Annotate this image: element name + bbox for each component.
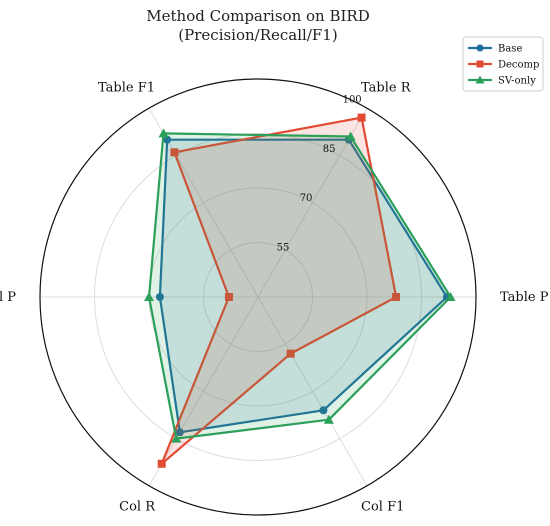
data-point [144,292,154,301]
legend-marker [476,60,484,68]
data-point [357,113,366,122]
legend-marker [476,44,484,52]
data-point [319,406,328,415]
series-decomp [157,113,401,468]
data-point [155,293,164,301]
legend-box [462,36,544,92]
axis-label: Col R [119,500,156,515]
data-point [445,292,456,301]
chart-title: Method Comparison on BIRD [146,7,369,25]
legend-item: SV-only [468,75,536,87]
outer-frame [39,78,477,516]
series-area [147,132,452,440]
tick-label: 100 [343,94,362,105]
legend-marker [475,75,485,84]
radar-series [144,113,456,468]
radar-labels: Table P Table R Table F1 Col P Col R Col F1 55… [0,80,549,514]
data-point [392,293,401,301]
data-point [163,135,172,144]
tick-label: 55 [277,243,290,254]
data-point [345,131,356,141]
legend: Base Decomp SV-only [462,36,544,92]
grid-ring [203,242,313,352]
data-point [323,414,334,424]
legend-item: Decomp [468,60,539,71]
data-point [170,148,179,157]
grid-ring [94,133,422,461]
tick-label: 70 [300,193,313,204]
data-point [171,433,182,443]
axis-label: Table F1 [98,80,155,95]
data-point [175,428,184,437]
data-point [224,293,233,301]
legend-label: Decomp [498,60,539,71]
legend-label: SV-only [498,76,536,87]
chart-subtitle: (Precision/Recall/F1) [178,26,337,44]
axis-label: Col P [0,290,16,305]
data-point [157,459,166,468]
data-point [286,349,295,358]
axis-label: Table R [361,80,412,95]
axis-label: Table P [500,290,549,305]
radar-grid [39,78,477,516]
legend-item: Base [468,44,522,55]
data-point [158,128,169,138]
axis-label: Col F1 [361,500,404,515]
series-sv-only [144,128,456,443]
legend-label: Base [498,44,522,55]
tick-label: 85 [323,144,336,155]
